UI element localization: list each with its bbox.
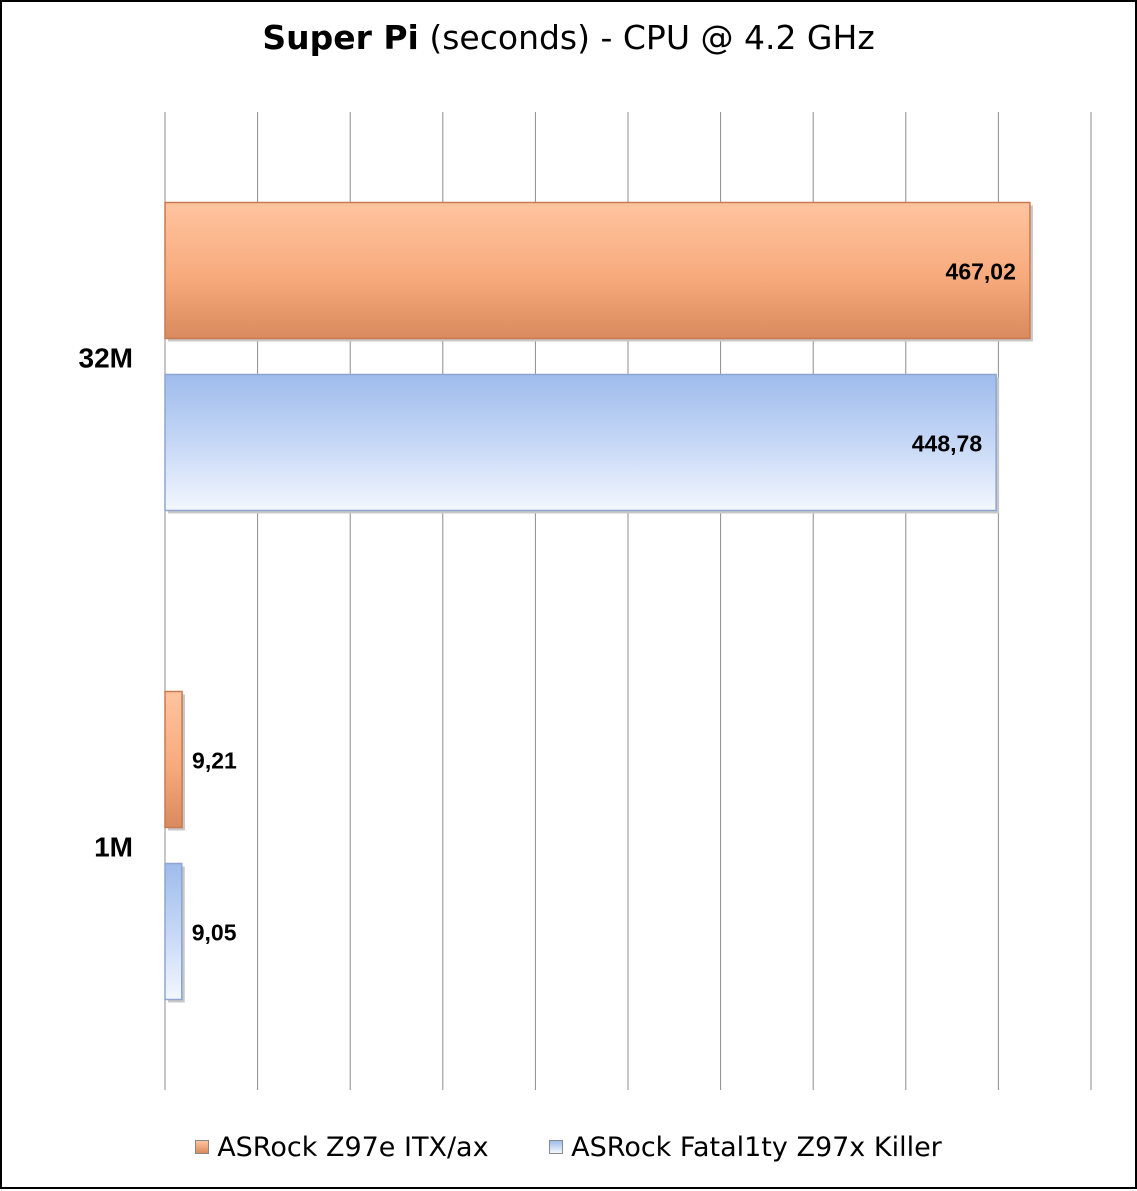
legend-entry-series-1: ASRock Z97e ITX/ax — [195, 1131, 489, 1163]
category-labels: 32M 1M — [79, 343, 133, 863]
legend-label: ASRock Fatal1ty Z97x Killer — [571, 1131, 942, 1163]
data-labels: 467,02 448,78 9,21 9,05 — [192, 259, 1016, 946]
category-label-1m: 1M — [94, 832, 133, 863]
bar-1m-series-2 — [164, 862, 183, 1001]
chart-title-rest: (seconds) - CPU @ 4.2 GHz — [418, 18, 875, 57]
data-label: 448,78 — [912, 431, 983, 457]
category-label-32m: 32M — [79, 343, 133, 374]
legend-swatch-blue — [549, 1140, 564, 1154]
chart-title-main: Super Pi — [262, 18, 419, 57]
data-label: 9,21 — [192, 748, 237, 774]
legend: ASRock Z97e ITX/ax ASRock Fatal1ty Z97x … — [2, 1130, 1135, 1163]
legend-entry-series-2: ASRock Fatal1ty Z97x Killer — [549, 1131, 942, 1163]
data-label: 467,02 — [946, 259, 1016, 285]
bar-32m-series-1 — [164, 201, 1031, 340]
legend-label: ASRock Z97e ITX/ax — [217, 1131, 489, 1163]
bars — [164, 201, 1033, 1003]
bar-1m-series-1 — [164, 690, 183, 829]
legend-swatch-orange — [195, 1140, 210, 1154]
chart-title: Super Pi (seconds) - CPU @ 4.2 GHz — [2, 18, 1135, 57]
data-label: 9,05 — [192, 920, 237, 946]
bar-32m-series-2 — [164, 373, 997, 512]
